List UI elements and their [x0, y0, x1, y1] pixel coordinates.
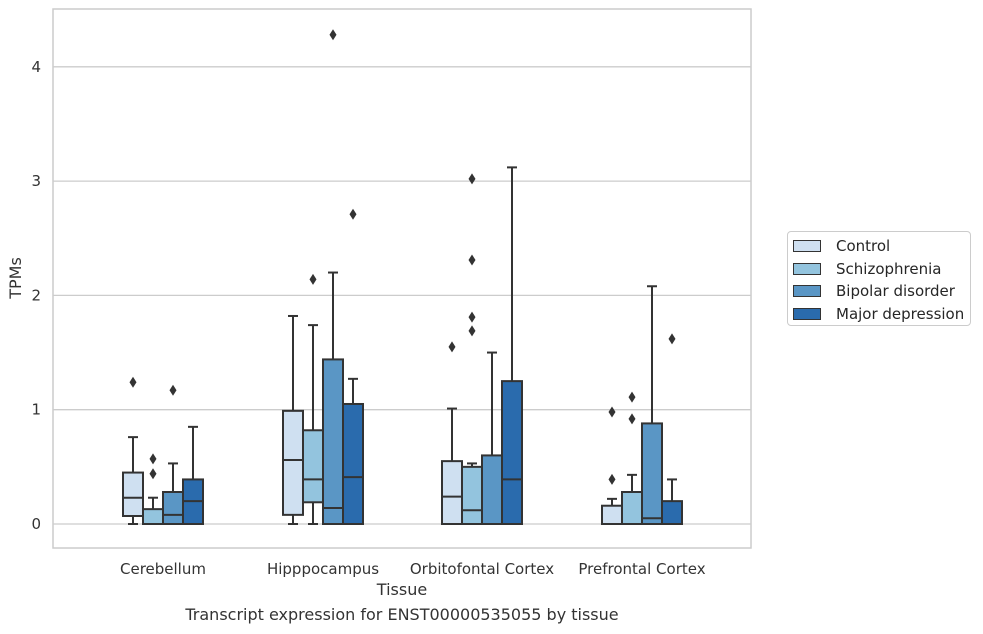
- plot-frame: [52, 8, 752, 549]
- box-rect: [641, 422, 663, 525]
- outlier-0: [468, 325, 476, 337]
- box-0-1: [142, 453, 164, 525]
- y-tick-2: 2: [31, 286, 41, 304]
- outlier-0: [309, 273, 317, 285]
- box-plots: [122, 29, 683, 526]
- box-1-3: [342, 208, 364, 525]
- y-tick-1: 1: [31, 401, 41, 419]
- box-rect: [661, 500, 683, 526]
- box-2-0: [441, 341, 463, 526]
- box-rect: [322, 358, 344, 525]
- box-rect: [162, 490, 184, 526]
- x-tick-3: Prefrontal Cortex: [578, 560, 705, 578]
- outlier-0: [329, 29, 337, 41]
- legend-swatch: [793, 262, 821, 275]
- legend-label: Schizophrenia: [836, 259, 942, 278]
- x-tick-1: Hipppocampus: [267, 560, 379, 578]
- outlier-0: [668, 333, 676, 345]
- box-1-2: [322, 29, 344, 525]
- outlier-0: [349, 208, 357, 220]
- box-rect: [302, 429, 324, 504]
- box-2-1: [461, 173, 483, 526]
- legend-label: Major depression: [836, 304, 965, 323]
- box-rect: [601, 504, 623, 526]
- x-tick-labels: Cerebellum Hipppocampus Orbitofontal Corte…: [120, 560, 706, 578]
- legend-label: Control: [836, 237, 891, 255]
- outlier-1: [608, 406, 616, 418]
- box-1-1: [302, 273, 324, 525]
- box-rect: [342, 402, 364, 525]
- x-tick-2: Orbitofontal Cortex: [410, 560, 554, 578]
- outlier-2: [468, 254, 476, 266]
- box-3-3: [661, 333, 683, 526]
- legend-label: Bipolar disorder: [836, 282, 955, 300]
- box-3-2: [641, 285, 663, 525]
- legend-swatch: [793, 307, 821, 320]
- legend-item-1: Schizophrenia: [793, 259, 941, 279]
- y-tick-3: 3: [31, 172, 41, 190]
- outlier-0: [448, 341, 456, 353]
- outlier-0: [149, 468, 157, 480]
- y-tick-labels: 0 1 2 3 4: [31, 58, 41, 533]
- y-tick-4: 4: [31, 58, 41, 76]
- outlier-0: [608, 473, 616, 485]
- outlier-0: [628, 413, 636, 425]
- x-tick-0: Cerebellum: [120, 560, 206, 578]
- legend-item-2: Bipolar disorder: [793, 281, 955, 301]
- legend-swatch: [793, 240, 821, 252]
- box-rect: [621, 490, 643, 526]
- box-rect: [501, 380, 523, 525]
- box-1-0: [282, 314, 304, 525]
- outlier-3: [468, 173, 476, 185]
- legend-item-0: Control: [793, 236, 890, 256]
- x-axis-label: Tissue: [376, 580, 427, 599]
- outlier-0: [169, 384, 177, 396]
- outlier-0: [129, 376, 137, 388]
- box-3-0: [601, 406, 623, 526]
- outlier-1: [149, 453, 157, 465]
- box-rect: [282, 409, 304, 516]
- box-rect: [122, 471, 144, 517]
- box-rect: [461, 465, 483, 526]
- box-rect: [441, 460, 463, 526]
- box-2-2: [481, 351, 503, 526]
- box-rect: [481, 454, 503, 526]
- chart-caption: Transcript expression for ENST0000053505…: [185, 605, 619, 624]
- y-axis-label: TPMs: [6, 257, 25, 300]
- legend-item-3: Major depression: [793, 304, 964, 324]
- box-2-3: [501, 166, 523, 525]
- box-0-2: [162, 384, 184, 526]
- legend-swatch: [793, 285, 821, 297]
- legend: Control Schizophrenia Bipolar disorder Majo…: [787, 231, 971, 326]
- outlier-1: [468, 311, 476, 323]
- box-0-3: [182, 425, 204, 526]
- box-3-1: [621, 391, 643, 526]
- outlier-1: [628, 391, 636, 403]
- box-0-0: [122, 376, 144, 525]
- y-tick-0: 0: [31, 515, 41, 533]
- box-rect: [142, 508, 164, 525]
